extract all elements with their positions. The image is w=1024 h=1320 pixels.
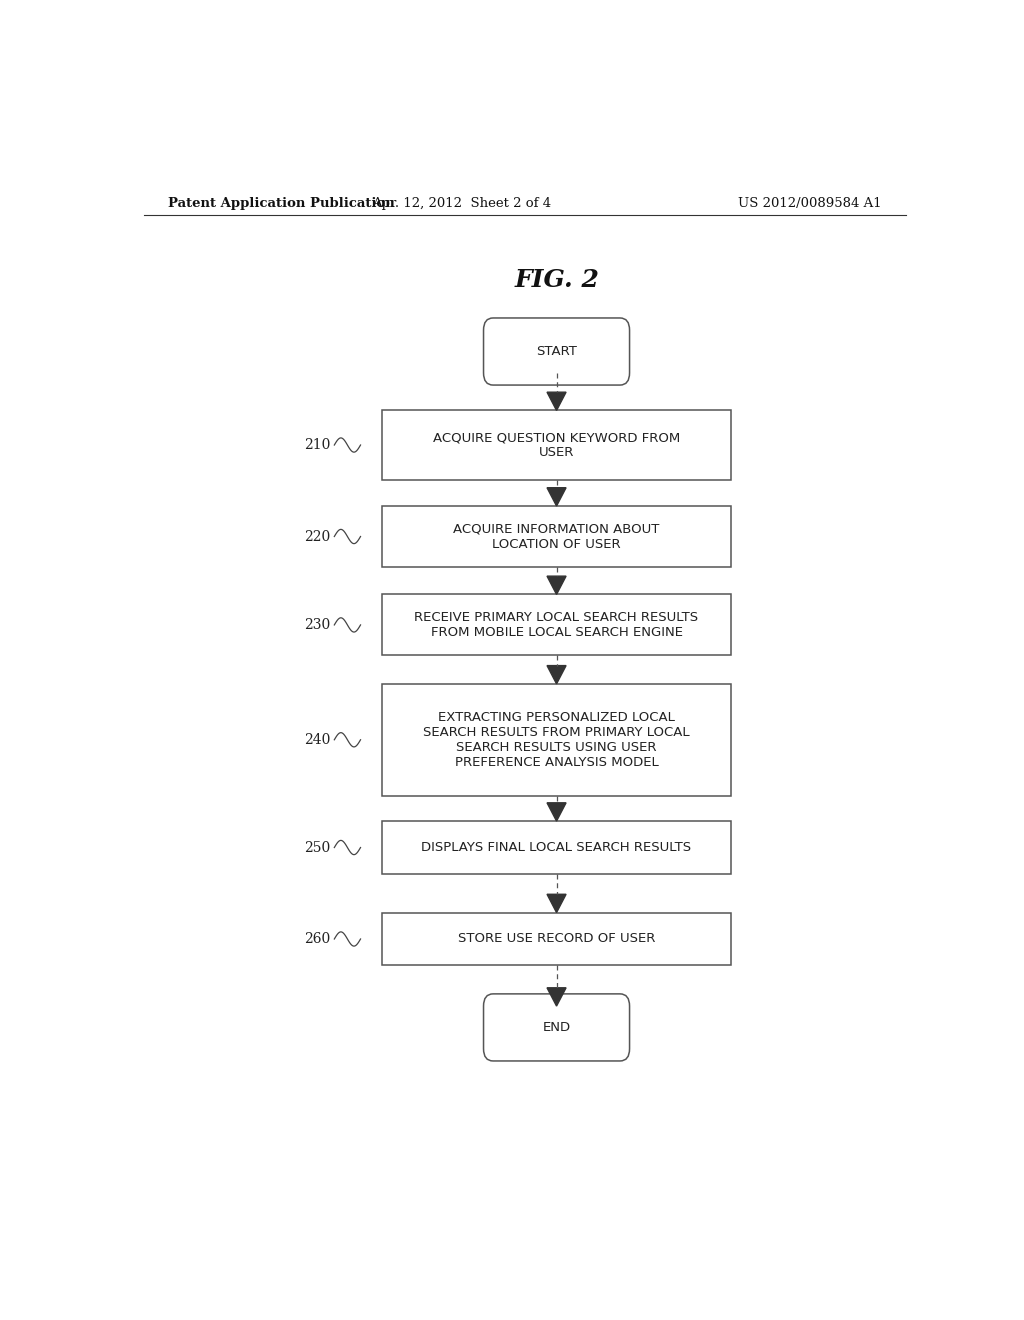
Text: Apr. 12, 2012  Sheet 2 of 4: Apr. 12, 2012 Sheet 2 of 4 [372, 197, 551, 210]
Text: ACQUIRE INFORMATION ABOUT
LOCATION OF USER: ACQUIRE INFORMATION ABOUT LOCATION OF US… [454, 523, 659, 550]
Text: Patent Application Publication: Patent Application Publication [168, 197, 394, 210]
Text: DISPLAYS FINAL LOCAL SEARCH RESULTS: DISPLAYS FINAL LOCAL SEARCH RESULTS [422, 841, 691, 854]
Text: RECEIVE PRIMARY LOCAL SEARCH RESULTS
FROM MOBILE LOCAL SEARCH ENGINE: RECEIVE PRIMARY LOCAL SEARCH RESULTS FRO… [415, 611, 698, 639]
Polygon shape [547, 487, 566, 506]
FancyBboxPatch shape [483, 994, 630, 1061]
Text: 240: 240 [304, 733, 331, 747]
Bar [382, 821, 731, 874]
Text: 210: 210 [304, 438, 331, 451]
Bar [382, 912, 731, 965]
Polygon shape [547, 803, 566, 821]
Text: 260: 260 [304, 932, 331, 946]
Text: ACQUIRE QUESTION KEYWORD FROM
USER: ACQUIRE QUESTION KEYWORD FROM USER [433, 432, 680, 459]
Text: FIG. 2: FIG. 2 [514, 268, 599, 292]
Text: STORE USE RECORD OF USER: STORE USE RECORD OF USER [458, 932, 655, 945]
Text: 220: 220 [304, 529, 331, 544]
Polygon shape [547, 576, 566, 594]
Text: END: END [543, 1020, 570, 1034]
Polygon shape [547, 987, 566, 1006]
Bar [382, 684, 731, 796]
Text: US 2012/0089584 A1: US 2012/0089584 A1 [738, 197, 882, 210]
Bar [382, 506, 731, 568]
Bar [382, 411, 731, 479]
Bar [382, 594, 731, 656]
FancyBboxPatch shape [483, 318, 630, 385]
Text: EXTRACTING PERSONALIZED LOCAL
SEARCH RESULTS FROM PRIMARY LOCAL
SEARCH RESULTS U: EXTRACTING PERSONALIZED LOCAL SEARCH RES… [423, 710, 690, 768]
Text: START: START [537, 345, 577, 358]
Polygon shape [547, 665, 566, 684]
Polygon shape [547, 894, 566, 912]
Text: 230: 230 [304, 618, 331, 632]
Text: 250: 250 [304, 841, 331, 854]
Polygon shape [547, 392, 566, 411]
